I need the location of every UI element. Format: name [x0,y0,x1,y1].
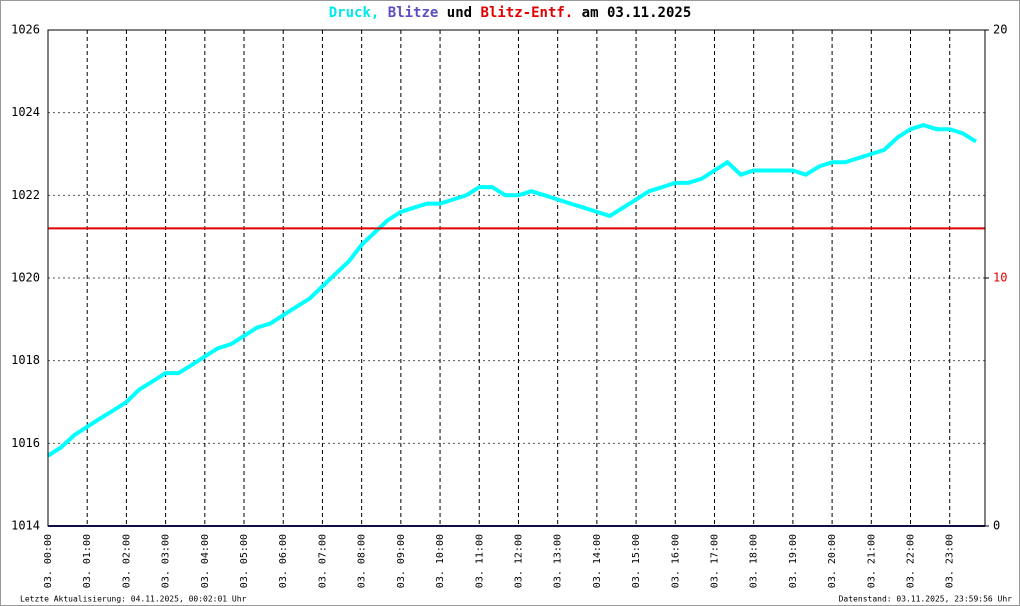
title-part: Druck, [329,5,380,21]
y2-tick-label: 20 [993,23,1007,37]
y2-tick-label: 10 [993,271,1007,285]
series-line [46,123,978,458]
y-tick-label: 1024 [11,105,40,119]
x-tick-label: 03. 12:00 [513,534,524,588]
x-tick-label: 03. 23:00 [945,534,956,588]
x-tick-label: 03. 05:00 [239,534,250,588]
footer-left: Letzte Aktualisierung: 04.11.2025, 00:02… [20,595,247,604]
x-tick-label: 03. 21:00 [866,534,877,588]
y-tick-label: 1016 [11,436,40,450]
x-tick-label: 03. 04:00 [200,534,211,588]
x-tick-label: 03. 15:00 [631,534,642,588]
x-tick-label: 03. 08:00 [357,534,368,588]
x-tick-label: 03. 20:00 [827,534,838,588]
title-part: Blitz-Entf. [481,5,574,21]
x-tick-label: 03. 18:00 [749,534,760,588]
y-tick-label: 1018 [11,353,40,367]
y-tick-label: 1014 [11,519,40,533]
footer-right: Datenstand: 03.11.2025, 23:59:56 Uhr [839,595,1013,604]
x-tick-label: 03. 00:00 [43,534,54,588]
y-tick-label: 1022 [11,188,40,202]
x-tick-label: 03. 07:00 [317,534,328,588]
x-tick-label: 03. 13:00 [553,534,564,588]
y-tick-label: 1026 [11,23,40,37]
x-tick-label: 03. 19:00 [788,534,799,588]
x-tick-label: 03. 09:00 [396,534,407,588]
x-tick-label: 03. 11:00 [474,534,485,588]
y2-tick-label: 0 [993,519,1000,533]
x-tick-label: 03. 17:00 [709,534,720,588]
x-tick-label: 03. 01:00 [82,534,93,588]
x-tick-label: 03. 14:00 [592,534,603,588]
plot-frame [47,29,986,527]
y-tick-label: 1020 [11,271,40,285]
x-tick-label: 03. 06:00 [278,534,289,588]
title-part: am 03.11.2025 [582,5,692,21]
title-part: Blitze [388,5,439,21]
x-tick-label: 03. 16:00 [670,534,681,588]
title-part: und [447,5,472,21]
x-tick-label: 03. 03:00 [161,534,172,588]
x-tick-label: 03. 22:00 [906,534,917,588]
chart-title: Druck, Blitze und Blitz-Entf. am 03.11.2… [329,5,692,21]
x-tick-label: 03. 02:00 [121,534,132,588]
x-tick-label: 03. 10:00 [435,534,446,588]
